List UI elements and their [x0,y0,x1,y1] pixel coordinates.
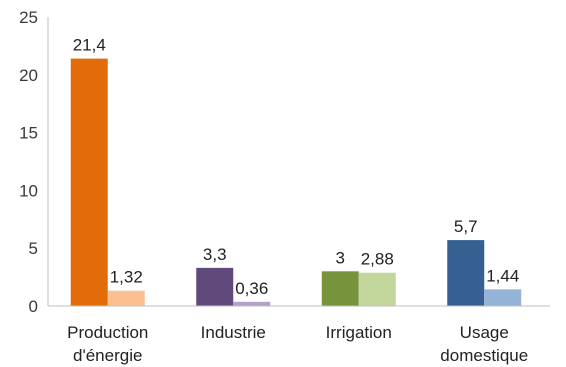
bar [447,240,485,306]
bar [107,290,145,306]
y-tick-label: 5 [29,239,38,258]
y-axis: 0 5 10 15 20 25 [19,8,49,316]
bar [484,289,522,306]
bar [321,271,359,306]
y-tick-label: 25 [19,8,38,27]
bar [70,58,108,307]
data-label: 0,36 [235,279,268,298]
data-label: 1,44 [486,266,519,285]
x-category-label: Irrigation [326,323,392,342]
x-category-label: Production [67,323,148,342]
data-label: 21,4 [73,36,106,55]
data-label: 2,88 [361,250,394,269]
bar [196,267,234,306]
x-axis: Production d'énergie Industrie Irrigation Us… [48,305,550,365]
y-tick-label: 0 [29,297,38,316]
x-category-label: Usage [460,323,509,342]
y-tick-label: 20 [19,66,38,85]
y-tick-label: 15 [19,124,38,143]
data-label: 3 [336,248,345,267]
data-label: 1,32 [110,268,143,287]
data-label: 5,7 [454,217,478,236]
bar [358,272,396,306]
data-label: 3,3 [203,245,227,264]
y-tick-label: 10 [19,181,38,200]
bar [233,301,271,306]
x-category-label: domestique [440,346,528,365]
x-category-label: Industrie [201,323,266,342]
x-category-label: d'énergie [73,346,142,365]
bars: 21,4 1,32 3,3 0,36 3 2,88 5,7 1,44 [70,36,522,307]
